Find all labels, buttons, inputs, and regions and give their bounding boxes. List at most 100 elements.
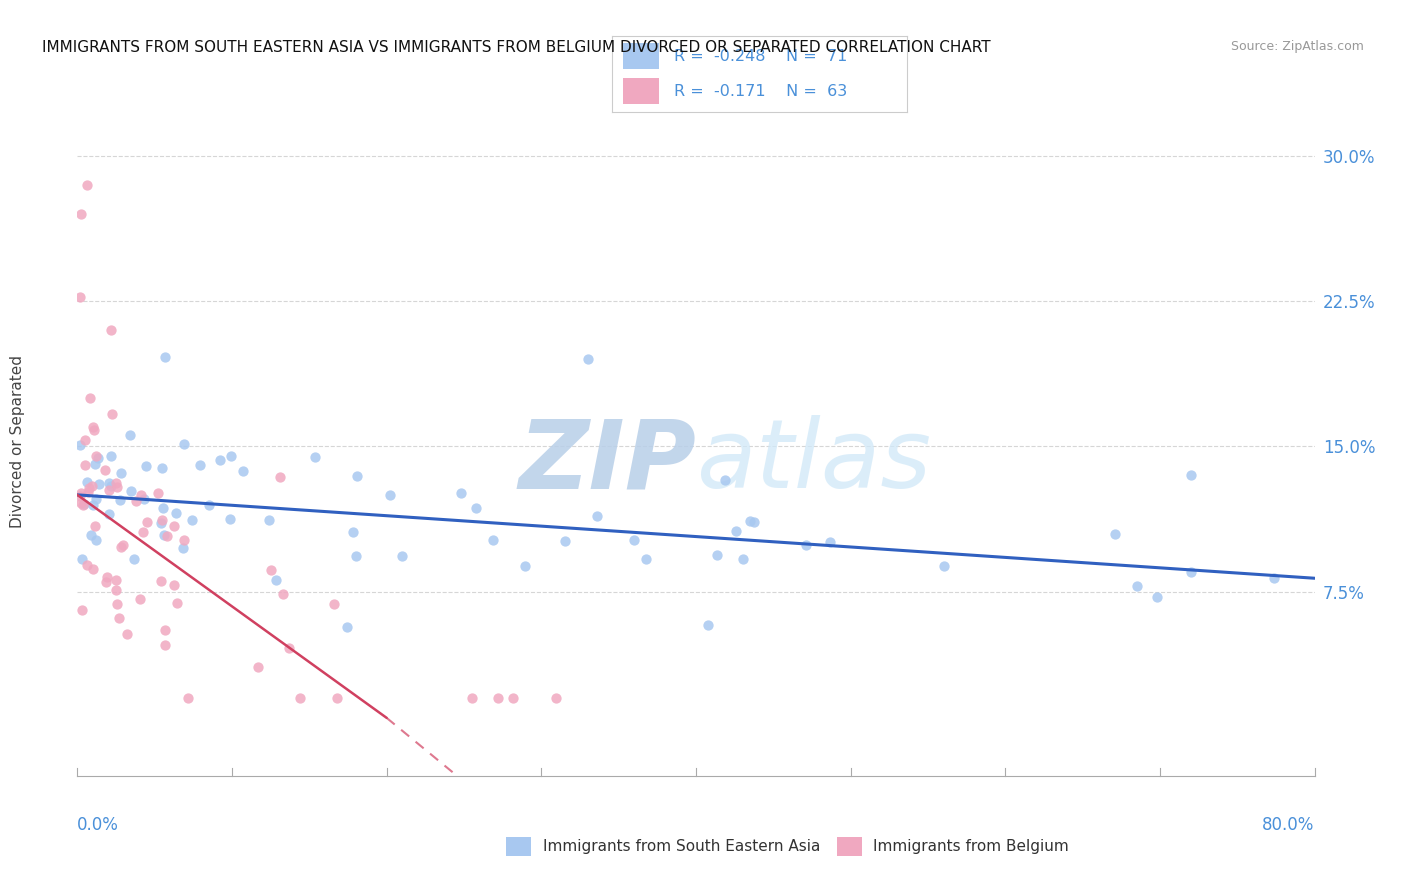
Point	[82, 479, 104, 493]
Point	[105, 475, 128, 490]
Point	[100, 323, 122, 337]
Point	[482, 533, 505, 548]
Point	[391, 549, 413, 563]
Point	[271, 586, 294, 600]
Point	[69, 438, 91, 452]
Point	[72, 497, 94, 511]
Point	[84, 450, 107, 464]
Point	[378, 488, 401, 502]
Point	[94, 462, 117, 476]
Point	[155, 623, 177, 637]
Point	[76, 558, 98, 573]
Point	[173, 436, 195, 450]
Point	[1104, 526, 1126, 541]
Point	[336, 620, 359, 634]
Point	[98, 475, 121, 490]
Point	[100, 479, 122, 493]
FancyBboxPatch shape	[623, 44, 659, 69]
Point	[150, 574, 173, 589]
Point	[165, 506, 187, 520]
Point	[738, 514, 761, 528]
Point	[83, 423, 105, 437]
Point	[163, 578, 186, 592]
Point	[465, 500, 488, 515]
Point	[322, 597, 344, 611]
Point	[278, 641, 301, 656]
Point	[818, 535, 841, 549]
Point	[576, 352, 599, 367]
Text: Immigrants from Belgium: Immigrants from Belgium	[873, 839, 1069, 854]
Point	[288, 691, 311, 706]
Point	[77, 481, 100, 495]
Point	[304, 450, 326, 464]
Point	[108, 493, 131, 508]
Point	[136, 515, 159, 529]
Point	[129, 488, 152, 502]
Text: ZIP: ZIP	[517, 415, 696, 508]
Point	[70, 496, 93, 510]
Point	[70, 603, 93, 617]
Point	[166, 596, 188, 610]
Point	[706, 548, 728, 562]
Point	[724, 524, 747, 538]
Point	[96, 574, 118, 589]
Point	[259, 563, 281, 577]
Point	[110, 466, 132, 480]
Point	[344, 549, 367, 564]
Point	[82, 498, 104, 512]
Point	[544, 691, 567, 706]
Point	[326, 691, 349, 706]
Point	[84, 519, 107, 533]
Text: atlas: atlas	[696, 415, 931, 508]
Point	[180, 513, 202, 527]
Point	[150, 461, 173, 475]
Text: 80.0%: 80.0%	[1263, 816, 1315, 834]
Point	[257, 513, 280, 527]
Point	[149, 516, 172, 531]
Point	[84, 533, 107, 548]
Point	[96, 570, 118, 584]
Point	[188, 458, 211, 472]
Point	[1126, 579, 1149, 593]
Point	[342, 525, 364, 540]
Point	[105, 573, 128, 587]
Text: R =  -0.171    N =  63: R = -0.171 N = 63	[673, 84, 846, 98]
Point	[1180, 566, 1202, 580]
Point	[77, 484, 100, 499]
Point	[634, 551, 657, 566]
Point	[153, 350, 176, 364]
Point	[450, 485, 472, 500]
Point	[697, 617, 720, 632]
Point	[155, 528, 177, 542]
Text: Source: ZipAtlas.com: Source: ZipAtlas.com	[1230, 40, 1364, 54]
Point	[111, 539, 134, 553]
Point	[87, 450, 110, 465]
Point	[502, 691, 524, 706]
Point	[554, 533, 576, 548]
Point	[101, 407, 124, 421]
Text: R =  -0.248    N =  71: R = -0.248 N = 71	[673, 49, 846, 63]
Point	[623, 533, 645, 548]
Point	[346, 469, 368, 483]
Point	[1146, 591, 1168, 605]
Point	[714, 473, 737, 487]
Point	[70, 486, 93, 500]
Point	[125, 494, 148, 508]
Point	[122, 552, 145, 566]
Point	[513, 558, 536, 573]
Point	[219, 511, 242, 525]
Point	[163, 518, 186, 533]
Point	[73, 458, 96, 472]
Point	[219, 449, 242, 463]
Point	[173, 533, 195, 548]
Point	[110, 541, 132, 555]
Text: Divorced or Separated: Divorced or Separated	[10, 355, 25, 528]
Point	[98, 507, 121, 521]
Point	[70, 552, 93, 566]
Point	[80, 528, 103, 542]
Point	[488, 691, 510, 706]
Point	[152, 501, 174, 516]
Point	[585, 509, 607, 524]
Point	[198, 498, 221, 512]
Point	[461, 691, 484, 706]
